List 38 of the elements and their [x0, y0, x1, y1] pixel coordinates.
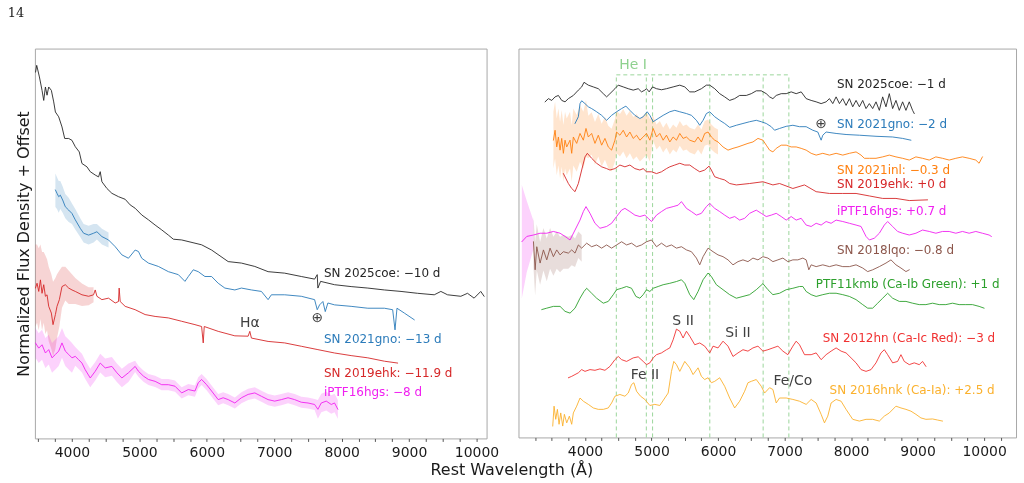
x-tick-label: 4000 — [54, 443, 91, 460]
annotation: Fe II — [630, 365, 660, 382]
series-label: SN 2019ehk: −11.9 d — [323, 365, 453, 380]
y-axis-title: Normalized Flux Density + Offset — [14, 111, 34, 377]
x-tick-label: 9000 — [391, 443, 428, 460]
x-tick-label: 4000 — [567, 442, 604, 459]
x-tick-label: 7000 — [256, 443, 293, 460]
x-tick-label: 5000 — [634, 442, 670, 459]
x-tick-label: 6000 — [700, 442, 737, 459]
ref-line-label: He I — [619, 55, 647, 72]
x-tick-label: 7000 — [767, 442, 803, 459]
series-label: SN 2018lqo: −0.8 d — [836, 243, 955, 258]
series-label: SN 2021inl: −0.3 d — [836, 162, 951, 177]
x-axis-title: Rest Wavelength (Å) — [430, 459, 594, 479]
x-tick-label: 5000 — [122, 443, 158, 460]
annotation: Hα — [239, 314, 260, 331]
series-label: SN 2012hn (Ca-Ic Red): −3 d — [822, 331, 996, 346]
x-tick-label: 6000 — [189, 443, 226, 460]
series-label: SN 2019ehk: +0 d — [836, 176, 947, 191]
series-label: SN 2025coe: −1 d — [836, 77, 946, 92]
annotation: Si II — [725, 324, 751, 341]
series-label: SN 2025coe: −10 d — [323, 265, 441, 280]
series-label: iPTF16hgs: +0.7 d — [836, 203, 947, 218]
x-tick-label: 9000 — [900, 442, 936, 459]
x-tick-label: 10000 — [454, 443, 500, 460]
series-label: iPTF16hgs: −8 d — [323, 384, 423, 399]
annotation: ⊕ — [815, 114, 827, 131]
x-tick-label: 8000 — [833, 442, 870, 459]
x-tick-label: 10000 — [962, 442, 1007, 459]
x-tick-label: 8000 — [324, 443, 360, 460]
series-label: SN 2021gno: −2 d — [836, 116, 947, 131]
annotation: ⊕ — [311, 308, 324, 325]
series-label: SN 2016hnk (Ca-Ia): +2.5 d — [829, 382, 995, 397]
annotation: Fe/Co — [773, 371, 813, 388]
series-label: PTF11kmb (Ca-Ib Green): +1 d — [815, 276, 1000, 291]
series-label: SN 2021gno: −13 d — [323, 332, 442, 347]
annotation: S II — [672, 312, 694, 329]
text: 14 — [7, 4, 25, 20]
